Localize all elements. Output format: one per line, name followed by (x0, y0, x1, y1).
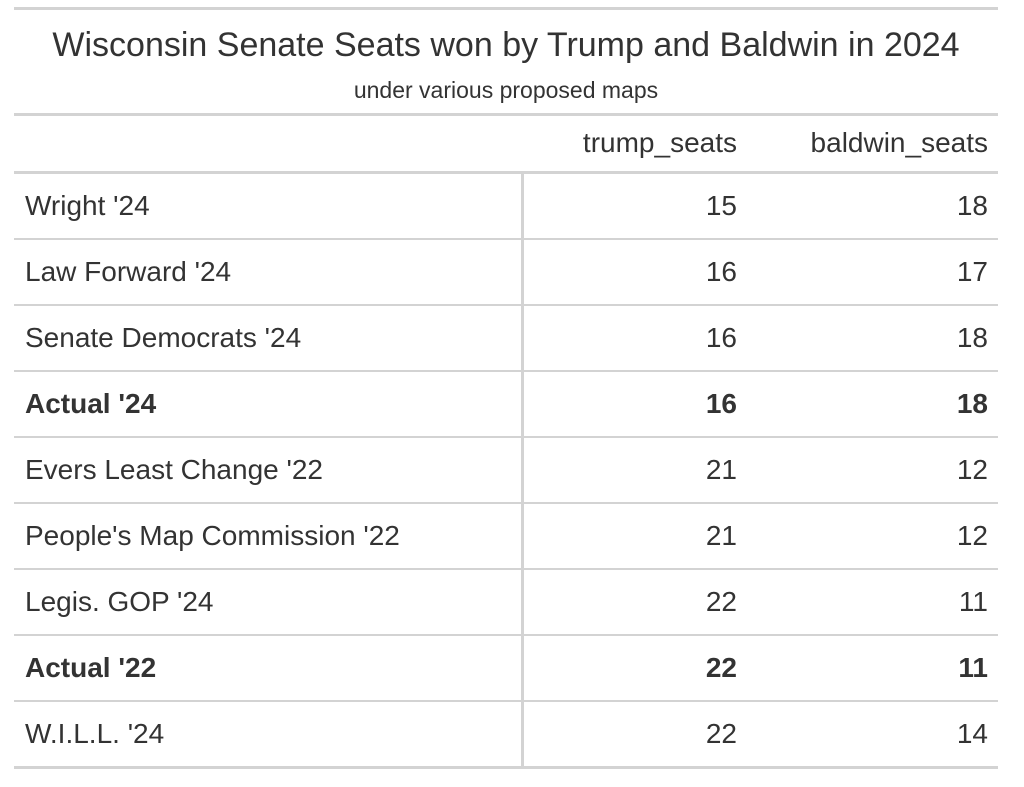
trump-seats-cell: 22 (705, 652, 737, 683)
trump-seats-cell: 22 (705, 718, 737, 749)
table-row: Evers Least Change '22 21 12 (14, 438, 998, 504)
baldwin-seats-cell: 18 (956, 322, 988, 353)
row-label: W.I.L.L. '24 (25, 718, 165, 749)
baldwin-seats-cell: 18 (956, 190, 988, 221)
column-header-row: trump_seats baldwin_seats (14, 116, 998, 174)
trump-seats-cell: 22 (705, 586, 737, 617)
table-body: Wright '24 15 18 Law Forward '24 16 17 Senate … (14, 174, 998, 769)
table-row: Actual '22 22 11 (14, 636, 998, 702)
row-label: Law Forward '24 (25, 256, 232, 287)
baldwin-seats-cell: 18 (956, 388, 988, 419)
table-title: Wisconsin Senate Seats won by Trump and … (52, 26, 960, 64)
column-header-baldwin-seats: baldwin_seats (810, 127, 988, 158)
table-row: Wright '24 15 18 (14, 174, 998, 240)
table-row: People's Map Commission '22 21 12 (14, 504, 998, 570)
row-label: People's Map Commission '22 (25, 520, 400, 551)
baldwin-seats-cell: 17 (956, 256, 988, 287)
column-header-trump-seats: trump_seats (582, 127, 737, 158)
baldwin-seats-cell: 12 (956, 520, 988, 551)
stub-divider (521, 174, 524, 769)
baldwin-seats-cell: 14 (956, 718, 988, 749)
row-label: Senate Democrats '24 (25, 322, 302, 353)
table-row: Actual '24 16 18 (14, 372, 998, 438)
baldwin-seats-cell: 12 (956, 454, 988, 485)
top-rule (14, 7, 998, 10)
row-label: Wright '24 (25, 190, 150, 221)
table-row: Senate Democrats '24 16 18 (14, 306, 998, 372)
trump-seats-cell: 16 (705, 322, 737, 353)
trump-seats-cell: 21 (705, 454, 737, 485)
table-subtitle: under various proposed maps (353, 77, 659, 103)
table-row: Legis. GOP '24 22 11 (14, 570, 998, 636)
row-label: Actual '24 (25, 388, 157, 419)
row-label: Legis. GOP '24 (25, 586, 214, 617)
table-row: W.I.L.L. '24 22 14 (14, 702, 998, 769)
trump-seats-cell: 16 (705, 388, 737, 419)
seats-table: Wisconsin Senate Seats won by Trump and … (14, 7, 998, 769)
title-rule (14, 113, 998, 116)
row-label: Evers Least Change '22 (25, 454, 323, 485)
trump-seats-cell: 16 (705, 256, 737, 287)
baldwin-seats-cell: 11 (958, 586, 988, 617)
trump-seats-cell: 15 (705, 190, 737, 221)
baldwin-seats-cell: 11 (958, 652, 988, 683)
trump-seats-cell: 21 (705, 520, 737, 551)
row-label: Actual '22 (25, 652, 157, 683)
table-row: Law Forward '24 16 17 (14, 240, 998, 306)
